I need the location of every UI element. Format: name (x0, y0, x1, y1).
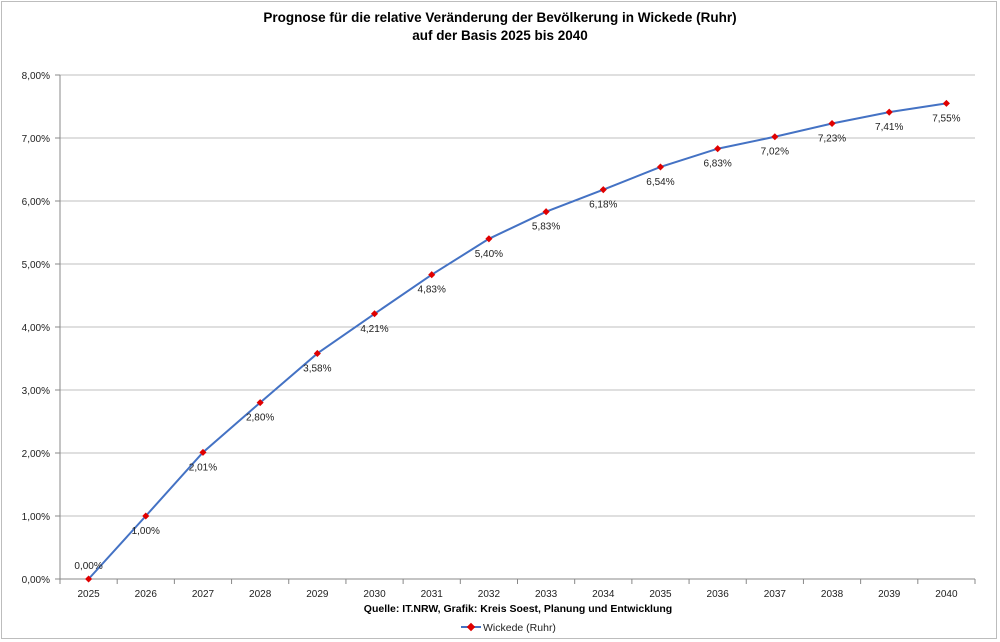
x-tick-label: 2025 (77, 589, 100, 600)
x-tick-label: 2033 (535, 589, 558, 600)
data-label: 5,40% (475, 249, 503, 260)
data-label: 2,01% (189, 462, 217, 473)
x-tick-label: 2037 (764, 589, 787, 600)
y-tick-label: 7,00% (22, 134, 50, 145)
chart-title: Prognose für die relative Veränderung de… (263, 10, 737, 25)
y-tick-label: 4,00% (22, 323, 50, 334)
legend-label: Wickede (Ruhr) (483, 622, 556, 634)
data-point (313, 349, 321, 357)
data-label: 6,83% (703, 159, 731, 170)
data-point (599, 186, 607, 194)
data-label: 7,55% (932, 113, 960, 124)
x-tick-label: 2035 (649, 589, 672, 600)
data-point (485, 235, 493, 243)
data-label: 2,80% (246, 413, 274, 424)
data-label: 7,41% (875, 122, 903, 133)
data-label: 6,18% (589, 200, 617, 211)
data-label: 1,00% (132, 526, 160, 537)
data-point (256, 399, 264, 407)
y-tick-label: 5,00% (22, 260, 50, 271)
data-label: 0,00% (74, 561, 102, 572)
x-tick-label: 2038 (821, 589, 844, 600)
data-label: 7,02% (761, 147, 789, 158)
x-tick-label: 2039 (878, 589, 901, 600)
data-label: 5,83% (532, 222, 560, 233)
x-tick-label: 2034 (592, 589, 615, 600)
source-note: Quelle: IT.NRW, Grafik: Kreis Soest, Pla… (364, 603, 672, 615)
data-point (142, 512, 150, 520)
chart-subtitle: auf der Basis 2025 bis 2040 (412, 28, 588, 43)
y-tick-label: 2,00% (22, 449, 50, 460)
data-label: 3,58% (303, 363, 331, 374)
series-line (87, 102, 947, 580)
data-point (370, 310, 379, 318)
data-point (771, 133, 779, 141)
x-tick-label: 2031 (421, 589, 444, 600)
data-point (942, 99, 950, 107)
y-tick-label: 0,00% (22, 575, 50, 586)
data-point (542, 208, 550, 216)
x-tick-label: 2036 (707, 589, 730, 600)
data-point (85, 575, 93, 583)
data-label: 4,21% (360, 324, 388, 335)
data-label: 7,23% (818, 134, 846, 145)
y-tick-label: 3,00% (22, 386, 50, 397)
data-point (199, 448, 207, 456)
data-point (656, 163, 665, 171)
data-label: 6,54% (646, 177, 674, 188)
x-tick-label: 2027 (192, 589, 215, 600)
x-tick-label: 2040 (935, 589, 958, 600)
legend: Wickede (Ruhr) (461, 622, 556, 634)
data-point (714, 145, 722, 153)
y-tick-label: 6,00% (22, 197, 50, 208)
x-tick-label: 2028 (249, 589, 272, 600)
data-label: 4,83% (418, 285, 446, 296)
x-tick-label: 2030 (363, 589, 386, 600)
x-tick-label: 2026 (135, 589, 158, 600)
y-tick-label: 8,00% (22, 71, 50, 82)
x-tick-label: 2032 (478, 589, 501, 600)
y-tick-label: 1,00% (22, 512, 50, 523)
data-point (828, 119, 836, 128)
legend-marker-icon (466, 622, 476, 632)
data-point (885, 108, 893, 116)
data-point (428, 271, 436, 279)
x-tick-label: 2029 (306, 589, 329, 600)
